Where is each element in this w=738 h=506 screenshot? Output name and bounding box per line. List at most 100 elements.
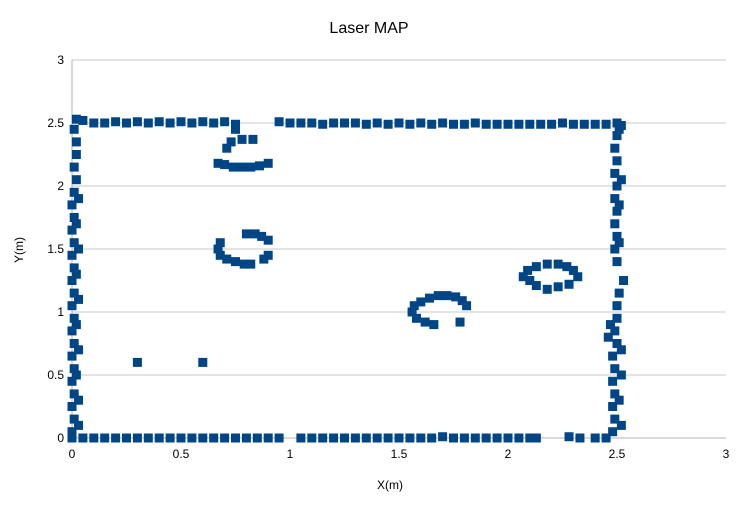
data-point [263, 158, 273, 168]
data-point [451, 292, 461, 302]
data-point [340, 433, 349, 443]
data-point [69, 364, 79, 374]
data-point [165, 118, 175, 128]
data-point [553, 282, 563, 292]
data-point [71, 370, 81, 380]
data-point [575, 433, 585, 443]
data-point [612, 206, 622, 216]
data-point [416, 433, 426, 443]
data-point [69, 162, 79, 172]
data-point [213, 158, 223, 168]
data-point [610, 219, 620, 229]
data-point [67, 351, 77, 361]
data-point [449, 119, 458, 129]
data-point [241, 229, 251, 239]
data-point [438, 432, 448, 442]
data-point [525, 276, 535, 285]
data-point [459, 119, 469, 129]
data-point [542, 259, 552, 269]
data-point [612, 301, 622, 311]
data-point [187, 433, 197, 443]
data-point [568, 265, 578, 275]
data-point [614, 395, 624, 405]
chart-title: Laser MAP [329, 20, 408, 37]
data-point [67, 301, 77, 311]
data-point [74, 345, 84, 355]
y-tick-label: 3 [57, 53, 64, 67]
data-point [67, 427, 77, 437]
data-point [612, 313, 622, 323]
data-point [69, 263, 79, 273]
data-point [69, 288, 79, 298]
data-point [220, 433, 230, 443]
data-point [514, 119, 524, 129]
data-point [67, 276, 77, 285]
data-point [74, 194, 84, 204]
data-point [69, 389, 79, 399]
data-point [132, 117, 142, 127]
data-point [263, 235, 273, 245]
data-point [254, 161, 264, 171]
y-tick-label: 2 [57, 179, 64, 193]
data-point [67, 225, 77, 235]
data-point [579, 119, 589, 129]
data-point [383, 433, 393, 443]
data-point [429, 320, 439, 330]
y-tick-label: 0 [57, 431, 64, 445]
y-tick-label: 2.5 [47, 116, 64, 130]
data-point [220, 160, 230, 170]
data-point [228, 162, 238, 172]
data-point [492, 119, 502, 129]
data-point [69, 124, 79, 134]
data-point [67, 433, 77, 443]
data-point [231, 433, 240, 443]
data-point [553, 259, 563, 269]
data-point [383, 119, 393, 129]
data-point [69, 238, 79, 248]
data-point [616, 370, 626, 380]
data-point [257, 231, 267, 241]
data-point [239, 259, 249, 269]
data-point [531, 433, 541, 443]
data-point [462, 301, 472, 311]
data-point [612, 339, 622, 348]
data-point [612, 156, 622, 166]
data-point [122, 118, 131, 128]
data-point [71, 269, 81, 279]
data-point [318, 119, 328, 129]
data-point [394, 433, 404, 443]
data-point [608, 351, 618, 361]
data-point [198, 357, 208, 367]
data-point [427, 119, 437, 129]
data-point [274, 117, 284, 127]
data-point [71, 150, 81, 159]
data-point [610, 194, 620, 204]
x-tick-label: 2 [505, 447, 512, 461]
data-point [547, 119, 557, 129]
data-point [237, 162, 247, 172]
data-point [558, 118, 567, 128]
data-point [67, 326, 77, 336]
data-point [69, 213, 79, 222]
data-point [285, 118, 295, 128]
data-point [69, 339, 79, 348]
data-point [470, 118, 480, 128]
data-points [67, 114, 629, 443]
data-point [503, 433, 513, 443]
data-point [416, 297, 426, 307]
data-point [616, 345, 626, 355]
data-point [252, 433, 262, 443]
data-point [610, 168, 620, 178]
data-point [71, 320, 81, 330]
data-point [222, 254, 232, 264]
data-point [614, 124, 624, 134]
data-point [78, 433, 88, 443]
data-point [248, 134, 258, 144]
data-point [226, 137, 236, 147]
data-point [111, 433, 121, 443]
data-point [143, 118, 153, 128]
data-point [614, 200, 624, 210]
data-point [307, 433, 317, 443]
data-point [296, 433, 306, 443]
